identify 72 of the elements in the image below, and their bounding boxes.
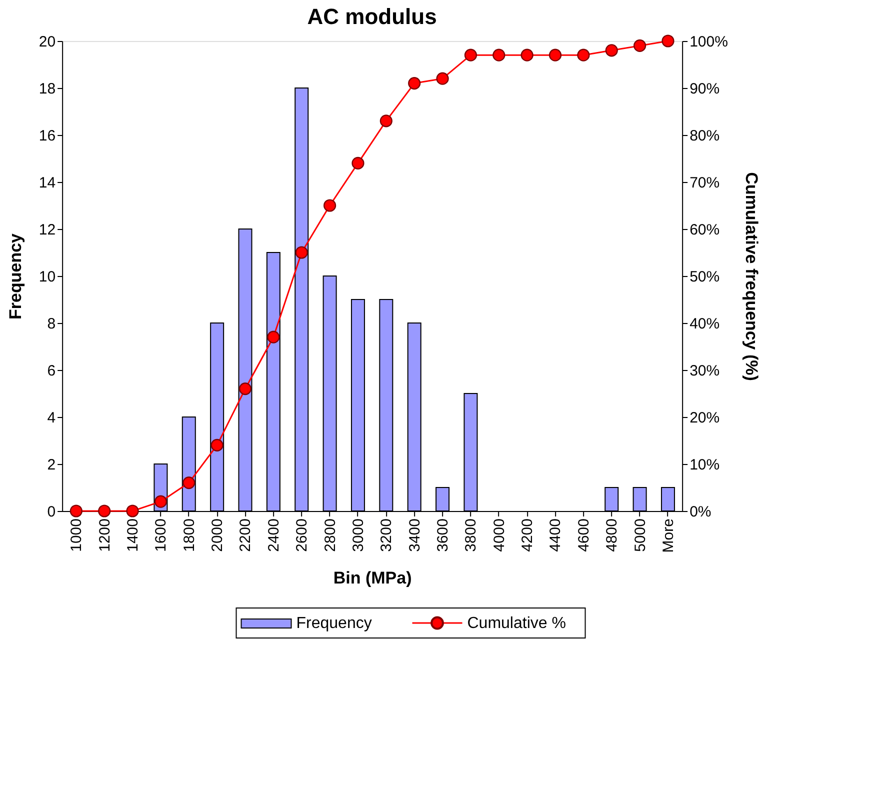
x-tick-label: 5000 [632, 518, 649, 552]
point [520, 48, 534, 62]
point [238, 382, 252, 396]
legend-label: Cumulative % [467, 615, 566, 632]
point [380, 114, 392, 128]
x-tick-label: 4800 [604, 518, 621, 552]
y-tick-label: 4 [47, 410, 56, 426]
y-tick-label: 6 [47, 362, 56, 380]
x-tick-label: 3000 [350, 518, 367, 552]
point [154, 495, 168, 508]
x-tick-label: 4200 [519, 518, 536, 552]
y-tick-label: 0 [47, 504, 56, 520]
point [577, 48, 590, 62]
point [323, 199, 336, 212]
point [605, 44, 618, 57]
x-tick-label: 3600 [434, 518, 452, 552]
y2-tick-label: 60% [690, 222, 720, 238]
x-tick-label: 4000 [490, 518, 508, 552]
x-tick-label: 1800 [180, 518, 198, 552]
point [548, 48, 562, 62]
point [295, 246, 308, 259]
point [70, 504, 82, 518]
y2-tick-label: 10% [690, 456, 720, 474]
y2-tick-label: 50% [690, 268, 720, 286]
y-tick-label: 16 [38, 128, 56, 144]
y-tick-label: 10 [38, 268, 56, 286]
x-tick-label: 2200 [237, 518, 254, 552]
x-tick-label: 1200 [96, 518, 114, 552]
point [182, 476, 196, 490]
x-tick-label: 1400 [124, 518, 142, 552]
point [492, 48, 506, 62]
point [126, 504, 139, 518]
y2-tick-label: 70% [690, 174, 720, 192]
x-tick-label: 2000 [209, 518, 226, 552]
y-tick-label: 12 [38, 222, 56, 238]
y-axis-title: Frequency [6, 232, 25, 320]
y2-tick-label: 0% [690, 504, 712, 520]
x-tick-label: 4400 [547, 518, 564, 552]
y-tick-label: 8 [47, 316, 56, 332]
y2-tick-label: 100% [690, 34, 728, 50]
y2-tick-label: 20% [690, 410, 720, 426]
y-tick-label: 14 [38, 174, 56, 192]
point [464, 48, 478, 62]
y-tick-label: 18 [38, 80, 56, 98]
legend-label: Frequency [296, 615, 372, 632]
point [633, 39, 646, 52]
point [98, 504, 111, 518]
point [352, 156, 364, 170]
point [267, 330, 280, 344]
y2-tick-label: 40% [690, 316, 720, 332]
x-tick-label: 4600 [575, 518, 592, 552]
point [662, 34, 674, 48]
y2-tick-label: 90% [690, 80, 720, 98]
x-tick-label: 2400 [265, 518, 282, 552]
x-tick-label: More [660, 518, 677, 553]
point [408, 77, 421, 90]
x-tick-label: 2800 [322, 518, 339, 552]
y2-tick-label: 80% [690, 128, 720, 144]
x-tick-label: 3800 [462, 518, 480, 552]
y-tick-label: 2 [47, 456, 56, 474]
x-axis-title: Bin (MPa) [333, 568, 412, 588]
y2-tick-label: 30% [690, 362, 720, 380]
x-tick-label: 2600 [294, 518, 311, 552]
x-tick-label: 1600 [152, 518, 170, 552]
x-tick-label: 1000 [68, 518, 86, 552]
y2-axis-title: Cumulative frequency (%) [742, 172, 761, 381]
chart-title: AC modulus [307, 4, 437, 29]
x-tick-label: 3200 [378, 518, 396, 552]
point [210, 438, 224, 452]
point [436, 72, 449, 85]
x-tick-label: 3400 [406, 518, 424, 552]
y-tick-label: 20 [38, 34, 56, 50]
